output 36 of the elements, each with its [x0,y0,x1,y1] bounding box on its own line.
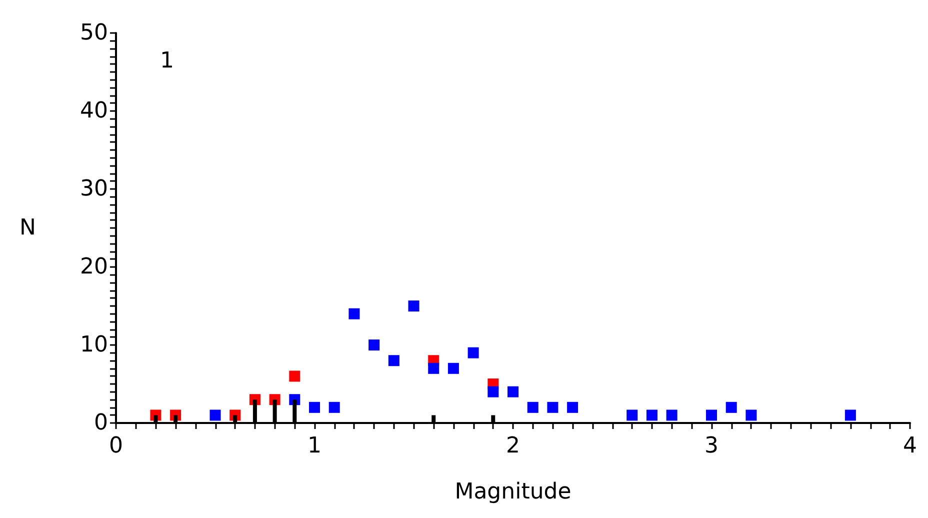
point [706,410,717,421]
x-tick-label: 4 [903,434,917,458]
y-axis-title: N [20,216,36,240]
x-tick-label: 3 [704,434,718,458]
point [348,308,360,320]
point [428,362,440,374]
point [468,347,479,358]
point [309,402,320,413]
point [567,402,578,413]
y-tick-label: 0 [94,410,108,436]
point [726,402,737,413]
y-tick-label: 20 [80,254,108,280]
point [488,386,499,398]
point [746,410,757,421]
point [408,300,420,312]
point [210,410,221,421]
x-axis-title: Magnitude [454,480,572,504]
point [626,410,638,421]
y-tick-label: 40 [80,98,108,124]
point [844,410,856,421]
point [328,402,340,413]
y-tick-label: 50 [80,20,108,46]
point [368,340,380,350]
y-tick-label: 10 [80,332,108,358]
point [646,410,658,421]
point [547,402,558,413]
point [289,370,300,382]
y-tick-label: 30 [80,176,108,202]
point [388,355,400,366]
point [448,362,459,374]
point [508,386,518,398]
x-tick-label: 2 [506,434,520,458]
point [666,410,678,421]
point [527,402,538,413]
annotation: 1 [160,48,174,74]
x-tick-label: 1 [308,434,322,458]
